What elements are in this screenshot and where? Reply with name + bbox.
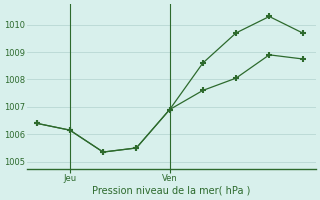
X-axis label: Pression niveau de la mer( hPa ): Pression niveau de la mer( hPa ) (92, 186, 251, 196)
